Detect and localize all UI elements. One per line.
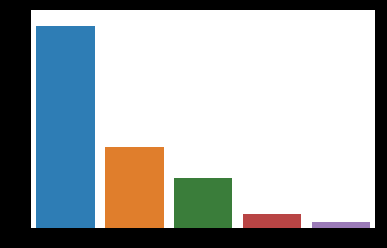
Bar xyxy=(105,147,164,228)
Bar xyxy=(36,26,95,228)
Bar xyxy=(174,178,233,228)
Bar xyxy=(312,222,370,228)
Bar xyxy=(243,214,301,228)
